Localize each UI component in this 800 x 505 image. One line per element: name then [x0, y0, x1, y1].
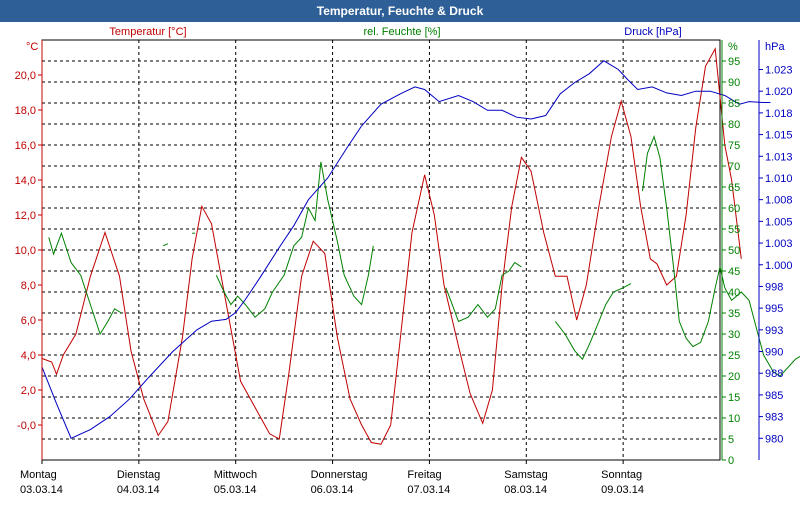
x-date-label-4: 07.03.14	[407, 484, 450, 496]
x-day-label-1: Dienstag	[117, 469, 160, 481]
humidity-tick-label-7: 35	[728, 308, 740, 320]
temperature-tick-label-3: 6,0	[21, 315, 36, 327]
pressure-tick-label-4: 990	[765, 347, 783, 359]
temperature-tick-label-6: 12,0	[15, 210, 36, 222]
pressure-tick-label-3: 988	[765, 368, 783, 380]
series-humidity-segment-1	[163, 244, 168, 246]
humidity-tick-label-6: 30	[728, 329, 740, 341]
x-day-label-5: Samstag	[504, 469, 547, 481]
x-date-label-1: 04.03.14	[117, 484, 160, 496]
pressure-tick-label-17: 1.023	[765, 65, 793, 77]
axes	[38, 40, 763, 464]
x-day-label-2: Mittwoch	[214, 469, 257, 481]
x-day-label-0: Montag	[20, 469, 57, 481]
series-temperature-segment-0	[42, 49, 741, 445]
axis-labels: -0,0 2,0 4,0 6,0 8,0 10,0 12,0 14,0 16,0 18,0 20,0…	[15, 26, 793, 496]
humidity-tick-label-19: 95	[728, 56, 740, 68]
x-date-label-6: 09.03.14	[601, 484, 644, 496]
humidity-tick-label-17: 85	[728, 98, 740, 110]
humidity-tick-label-5: 25	[728, 350, 740, 362]
humidity-tick-label-2: 10	[728, 413, 740, 425]
chart-title-bar: Temperatur, Feuchte & Druck	[0, 0, 800, 22]
humidity-tick-label-10: 50	[728, 245, 740, 257]
temperature-tick-label-9: 18,0	[15, 105, 36, 117]
humidity-tick-label-18: 90	[728, 77, 740, 89]
humidity-tick-label-16: 80	[728, 119, 740, 131]
pressure-tick-label-2: 985	[765, 390, 783, 402]
x-day-label-6: Sonntag	[601, 469, 642, 481]
pressure-tick-label-7: 998	[765, 281, 783, 293]
humidity-tick-label-15: 75	[728, 140, 740, 152]
x-date-label-0: 03.03.14	[20, 484, 63, 496]
pressure-tick-label-0: 980	[765, 433, 783, 445]
temperature-unit-label: °C	[26, 41, 38, 53]
pressure-tick-label-1: 983	[765, 412, 783, 424]
series-humidity-segment-3	[216, 162, 373, 317]
temperature-tick-label-8: 16,0	[15, 140, 36, 152]
pressure-tick-label-9: 1.003	[765, 238, 793, 250]
pressure-tick-label-11: 1.008	[765, 195, 793, 207]
humidity-tick-label-11: 55	[728, 224, 740, 236]
pressure-tick-label-6: 995	[765, 303, 783, 315]
temperature-axis-title: Temperatur [°C]	[109, 26, 186, 38]
chart-title: Temperatur, Feuchte & Druck	[317, 4, 484, 18]
temperature-tick-label-10: 20,0	[15, 70, 36, 82]
pressure-unit-label: hPa	[765, 41, 785, 53]
humidity-tick-label-13: 65	[728, 182, 740, 194]
temperature-tick-label-4: 8,0	[21, 280, 36, 292]
x-day-label-4: Freitag	[407, 469, 441, 481]
temperature-tick-label-0: -0,0	[17, 420, 36, 432]
temperature-tick-label-1: 2,0	[21, 385, 36, 397]
combined-line-chart: -0,0 2,0 4,0 6,0 8,0 10,0 12,0 14,0 16,0 18,0 20,0…	[0, 22, 800, 500]
humidity-tick-label-12: 60	[728, 203, 740, 215]
series-humidity-segment-5	[555, 284, 631, 360]
pressure-tick-label-13: 1.013	[765, 151, 793, 163]
pressure-tick-label-16: 1.020	[765, 86, 793, 98]
humidity-unit-label: %	[728, 41, 738, 53]
humidity-tick-label-8: 40	[728, 287, 740, 299]
x-date-label-2: 05.03.14	[214, 484, 257, 496]
series-lines	[42, 49, 800, 445]
humidity-tick-label-9: 45	[728, 266, 740, 278]
pressure-tick-label-15: 1.018	[765, 108, 793, 120]
humidity-tick-label-4: 20	[728, 371, 740, 383]
humidity-tick-label-3: 15	[728, 392, 740, 404]
temperature-tick-label-2: 4,0	[21, 350, 36, 362]
x-day-label-3: Donnerstag	[311, 469, 368, 481]
pressure-tick-label-8: 1.000	[765, 260, 793, 272]
temperature-tick-label-5: 10,0	[15, 245, 36, 257]
x-date-label-3: 06.03.14	[311, 484, 354, 496]
pressure-tick-label-10: 1.005	[765, 216, 793, 228]
x-date-label-5: 08.03.14	[504, 484, 547, 496]
humidity-axis-title: rel. Feuchte [%]	[363, 26, 440, 38]
pressure-axis-title: Druck [hPa]	[624, 26, 681, 38]
chart-area: -0,0 2,0 4,0 6,0 8,0 10,0 12,0 14,0 16,0 18,0 20,0…	[0, 22, 800, 500]
pressure-tick-label-5: 993	[765, 325, 783, 337]
humidity-tick-label-1: 5	[728, 434, 734, 446]
pressure-tick-label-14: 1.015	[765, 130, 793, 142]
humidity-tick-label-14: 70	[728, 161, 740, 173]
pressure-tick-label-12: 1.010	[765, 173, 793, 185]
humidity-tick-label-0: 0	[728, 455, 734, 467]
temperature-tick-label-7: 14,0	[15, 175, 36, 187]
